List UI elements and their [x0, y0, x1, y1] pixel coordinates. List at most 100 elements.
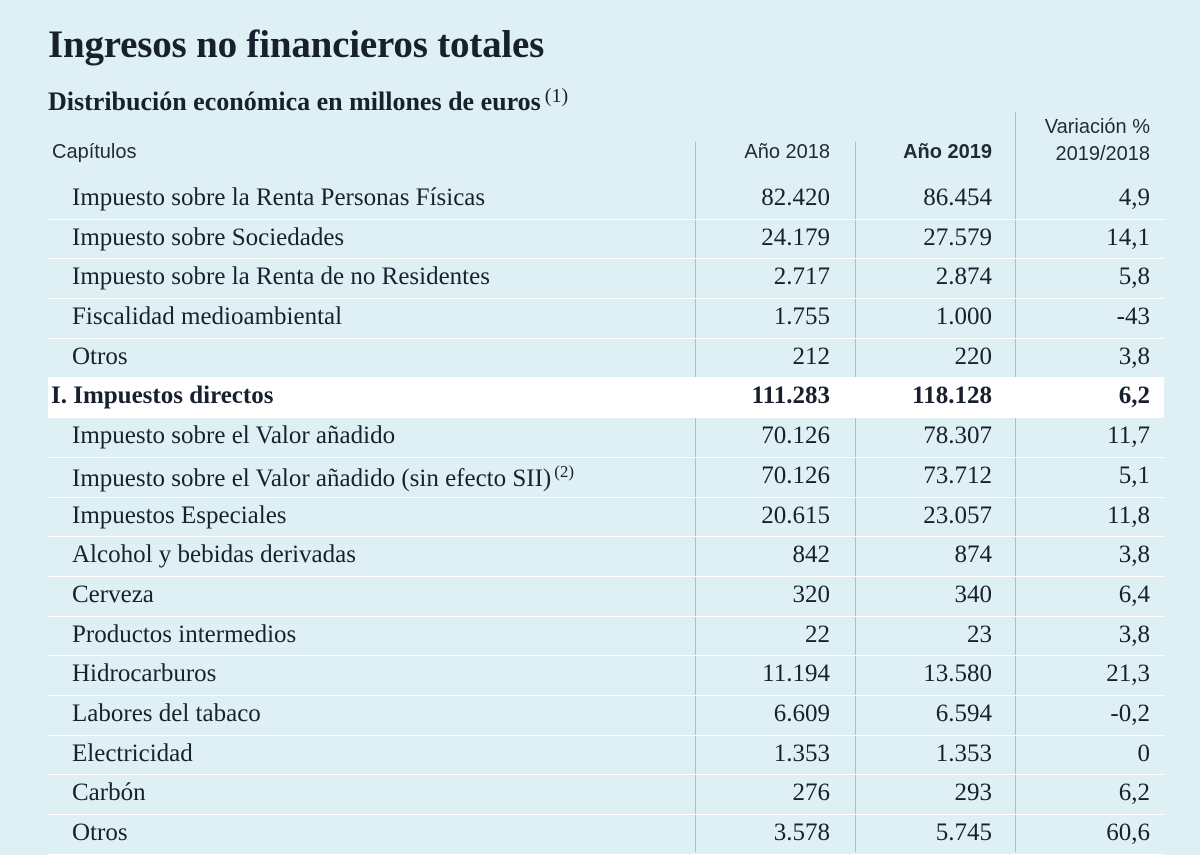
row-label: Impuesto sobre el Valor añadido [72, 422, 395, 450]
row-label-text: Labores del tabaco [72, 699, 261, 727]
cell-variation: 6,4 [1118, 580, 1150, 608]
row-label-text: Impuesto sobre la Renta de no Residentes [72, 263, 490, 291]
cell-variation: 6,2 [1118, 779, 1150, 807]
cell-variation: 3,8 [1118, 541, 1150, 569]
row-label-text: Impuesto sobre la Renta Personas Físicas [72, 184, 486, 211]
cell-2018: 22 [805, 620, 830, 648]
cell-2018: 70.126 [761, 422, 830, 450]
cell-variation: 0 [1137, 739, 1151, 767]
row-label-text: Otros [72, 819, 128, 846]
cell-variation: 14,1 [1106, 223, 1150, 251]
cell-variation: 21,3 [1106, 660, 1150, 688]
header-variation: Variación % 2019/2018 [1045, 114, 1150, 168]
row-label: Hidrocarburos [72, 660, 216, 688]
cell-2018: 70.126 [761, 461, 830, 489]
column-divider [1015, 112, 1016, 852]
cell-2018: 24.179 [761, 223, 830, 251]
cell-2019: 1.353 [935, 739, 992, 767]
row-label-text: Cerveza [72, 580, 154, 608]
table-row: Otros 212 220 3,8 [48, 339, 1164, 379]
cell-2018: 1.755 [773, 303, 830, 331]
row-label-text: Fiscalidad medioambiental [72, 303, 343, 331]
cell-variation: 5,8 [1118, 263, 1150, 291]
header-year-2019: Año 2019 [903, 141, 992, 163]
cell-variation: 4,9 [1118, 184, 1150, 211]
row-label: I. Impuestos directos [51, 382, 273, 410]
cell-2018: 2.717 [773, 263, 830, 291]
table-row: Impuesto sobre el Valor añadido (sin efe… [48, 458, 1164, 498]
cell-variation: 3,8 [1118, 342, 1150, 370]
row-label: Impuesto sobre la Renta de no Residentes [72, 263, 490, 291]
table-row: Hidrocarburos 11.194 13.580 21,3 [48, 656, 1164, 696]
row-label: Electricidad [72, 740, 193, 768]
table-row: Impuesto sobre la Renta de no Residentes… [48, 259, 1164, 300]
row-label: Productos intermedios [72, 621, 296, 649]
table-row: Impuesto sobre la Renta Personas Físicas… [48, 180, 1164, 220]
row-label: Alcohol y bebidas derivadas [72, 541, 356, 569]
data-table: Impuesto sobre la Renta Personas Físicas… [48, 180, 1164, 855]
row-label: Impuesto sobre la Renta Personas Físicas [72, 184, 485, 212]
cell-2019: 874 [954, 541, 993, 569]
cell-variation: 3,8 [1118, 620, 1150, 648]
cell-variation: 11,7 [1107, 422, 1150, 450]
table-row: Electricidad 1.353 1.353 0 [48, 736, 1164, 776]
cell-2018: 320 [792, 580, 831, 608]
cell-2018: 111.283 [751, 382, 831, 410]
header-year-2018: Año 2018 [744, 141, 830, 163]
row-label-text: Impuesto sobre el Valor añadido [72, 422, 396, 450]
row-label: Labores del tabaco [72, 700, 261, 728]
table-row: Alcohol y bebidas derivadas 842 874 3,8 [48, 537, 1164, 577]
cell-variation: 5,1 [1118, 461, 1150, 489]
row-label-text: Impuesto sobre el Valor añadido (sin efe… [72, 464, 552, 492]
header-variation-line1: Variación % [1044, 116, 1150, 138]
row-footnote: (2) [554, 461, 575, 481]
cell-2018: 276 [792, 779, 831, 807]
row-label: Fiscalidad medioambiental [72, 303, 342, 331]
row-label: Cerveza [72, 581, 154, 609]
row-label-text: Hidrocarburos [72, 660, 217, 688]
row-label: Impuestos Especiales [72, 502, 287, 530]
page-title: Ingresos no financieros totales [48, 23, 545, 66]
row-label-text: Electricidad [72, 739, 193, 767]
page-subtitle: Distribución económica en millones de eu… [48, 85, 568, 117]
row-label: Impuesto sobre el Valor añadido (sin efe… [72, 462, 574, 493]
row-label-text: Alcohol y bebidas derivadas [72, 541, 356, 569]
table-row: Cerveza 320 340 6,4 [48, 577, 1164, 617]
cell-2019: 86.454 [923, 184, 992, 211]
cell-variation: 6,2 [1118, 382, 1150, 410]
table-row: Fiscalidad medioambiental 1.755 1.000 -43 [48, 299, 1164, 339]
row-label-text: Carbón [72, 779, 146, 807]
row-label-text: Otros [72, 342, 128, 370]
cell-2018: 20.615 [761, 501, 830, 529]
cell-2019: 5.745 [935, 819, 992, 846]
cell-2018: 842 [792, 541, 831, 569]
cell-2018: 82.420 [761, 184, 830, 211]
table-row: Carbón 276 293 6,2 [48, 775, 1164, 815]
row-label: Carbón [72, 779, 146, 807]
cell-2019: 23.057 [923, 501, 992, 529]
row-label-text: I. Impuestos directos [51, 382, 274, 410]
table-row: Otros 3.578 5.745 60,6 [48, 815, 1164, 855]
cell-2019: 13.580 [923, 660, 992, 688]
cell-2019: 73.712 [923, 461, 992, 489]
cell-2019: 118.128 [912, 382, 992, 410]
row-label: Otros [72, 343, 128, 371]
header-variation-line2: 2019/2018 [1055, 143, 1150, 165]
table-header: Capítulos Año 2018 Año 2019 Variación % 2… [0, 112, 1200, 172]
row-label: Impuesto sobre Sociedades [72, 224, 344, 252]
cell-2019: 1.000 [935, 303, 992, 331]
subtitle-text: Distribución económica en millones de eu… [48, 87, 541, 116]
cell-2019: 27.579 [923, 223, 992, 251]
row-label-text: Impuestos Especiales [72, 501, 287, 529]
cell-variation: 11,8 [1107, 501, 1150, 529]
subtitle-footnote: (1) [544, 85, 569, 107]
table-row: Impuesto sobre Sociedades 24.179 27.579 14,… [48, 220, 1164, 260]
cell-2018: 3.578 [773, 819, 830, 846]
header-capitulos: Capítulos [52, 141, 137, 163]
cell-2019: 23 [967, 620, 992, 648]
table-row: Impuestos Especiales 20.615 23.057 11,8 [48, 498, 1164, 538]
table-row: Productos intermedios 22 23 3,8 [48, 617, 1164, 657]
table-row-total: I. Impuestos directos 111.283 118.128 6,2 [48, 378, 1164, 419]
row-label: Otros [72, 819, 128, 847]
row-label-text: Productos intermedios [72, 620, 297, 648]
